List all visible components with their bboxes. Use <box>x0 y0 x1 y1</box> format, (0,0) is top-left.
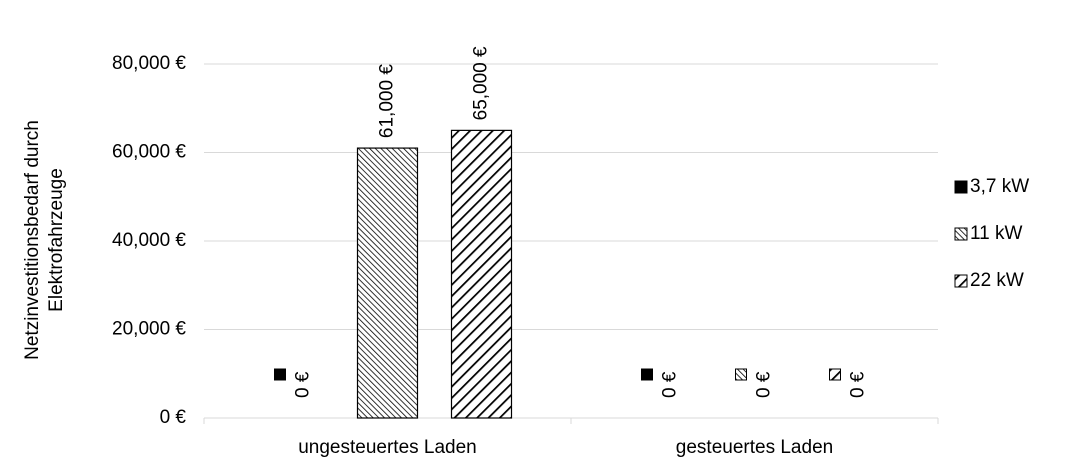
y-tick-label: 20,000 € <box>112 319 186 340</box>
value-label: 0 € <box>293 371 314 398</box>
y-axis-label: Netzinvestitionsbedarf durch <box>22 120 43 360</box>
y-tick-label: 60,000 € <box>112 142 186 163</box>
x-tick-label: gesteuertes Laden <box>676 437 833 458</box>
y-axis-label: Elektrofahrzeuge <box>46 168 67 312</box>
value-label: 0 € <box>660 371 681 398</box>
legend-label: 22 kW <box>970 270 1024 291</box>
legend-key <box>954 180 968 194</box>
value-label: 0 € <box>848 371 869 398</box>
legend-label: 3,7 kW <box>970 176 1029 197</box>
x-tick-label: ungesteuertes Laden <box>298 437 477 458</box>
value-label-key <box>641 368 653 381</box>
value-label: 0 € <box>754 371 775 398</box>
value-label-key <box>829 368 841 381</box>
value-label: 61,000 € <box>377 64 398 138</box>
bar <box>356 147 419 419</box>
value-label-key <box>274 368 286 381</box>
legend-key <box>954 274 968 288</box>
y-tick-label: 0 € <box>160 407 187 428</box>
y-tick-label: 40,000 € <box>112 230 186 251</box>
legend-key <box>954 227 968 241</box>
y-tick-label: 80,000 € <box>112 53 186 74</box>
bar <box>450 129 513 419</box>
value-label-key <box>735 368 747 381</box>
legend-label: 11 kW <box>970 223 1023 244</box>
value-label: 65,000 € <box>471 46 492 120</box>
